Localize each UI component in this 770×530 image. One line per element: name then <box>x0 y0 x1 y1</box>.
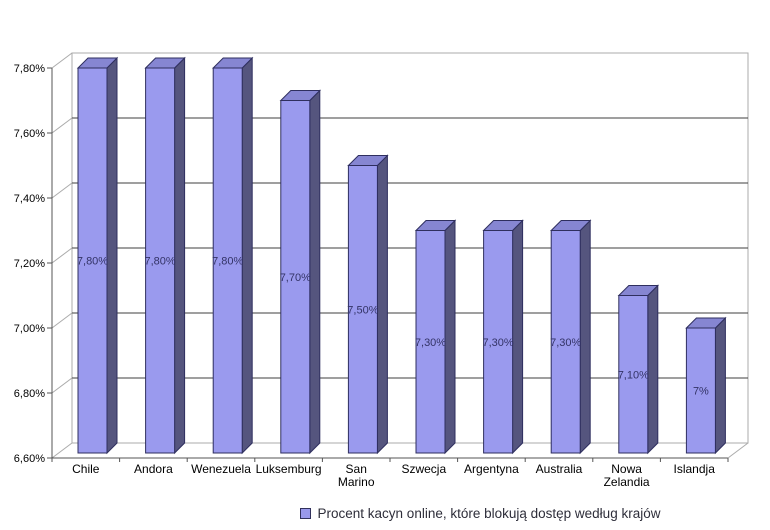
bar-front-face <box>483 230 514 454</box>
depth-connector-line <box>51 117 73 134</box>
bar-side-face <box>309 89 321 455</box>
x-axis-category-label: San Marino <box>338 462 375 489</box>
depth-connector-line <box>51 247 73 264</box>
y-axis-tick-label: 7,00% <box>14 323 45 335</box>
bar-side-face <box>106 56 118 455</box>
bar-front-face <box>77 67 108 454</box>
bar-side-face <box>241 56 253 455</box>
x-axis-category-label: Andora <box>134 462 173 476</box>
bar-side-face <box>647 284 659 455</box>
bar-front-face <box>685 327 716 454</box>
bar-front-face <box>347 165 378 454</box>
x-axis-category-label: Wenezuela <box>191 462 251 476</box>
bar-front-face <box>145 67 176 454</box>
bar-front-face <box>550 230 581 454</box>
bar-value-label: 7,80% <box>77 256 108 268</box>
depth-connector-line <box>51 377 73 394</box>
bar-value-label: 7% <box>693 386 709 398</box>
bar-front-face <box>280 100 311 454</box>
y-axis-tick-label: 6,60% <box>14 453 45 465</box>
y-axis-tick-label: 7,20% <box>14 258 45 270</box>
bar-value-label: 7,50% <box>347 304 378 316</box>
bar-side-face <box>376 154 388 455</box>
bar-value-label: 7,30% <box>482 337 513 349</box>
x-axis-category-label: Argentyna <box>464 462 519 476</box>
bar-side-face <box>444 219 456 455</box>
x-axis-category-label: Chile <box>72 462 100 476</box>
bar-value-label: 7,30% <box>415 337 446 349</box>
legend-marker-icon <box>299 507 311 519</box>
depth-connector-line <box>51 442 73 459</box>
x-axis-category-label: Luksemburg <box>256 462 322 476</box>
bar-chart: 7,80% 7,60% 7,40% 7,20% 7,00% 6,80% 6,60% 7,80%… <box>14 52 749 489</box>
bar-value-label: 7,80% <box>144 256 175 268</box>
bar-front-face <box>618 295 649 454</box>
legend-label: Procent kacyn online, które blokują dost… <box>317 505 661 521</box>
bar-value-label: 7,80% <box>212 256 243 268</box>
bar-side-face <box>714 316 726 455</box>
bar-value-label: 7,10% <box>618 369 649 381</box>
y-axis-tick-label: 7,80% <box>14 63 45 75</box>
floor-right-edge-line <box>727 442 749 459</box>
legend: Procent kacyn online, które blokują dost… <box>0 504 770 522</box>
x-axis-category-label: Szwecja <box>401 462 446 476</box>
depth-connector-line <box>51 312 73 329</box>
x-axis-category-label: Nowa Zelandia <box>604 462 650 489</box>
x-axis-category-label: Australia <box>536 462 583 476</box>
y-axis-tick-label: 7,40% <box>14 193 45 205</box>
x-axis-category-label: Islandja <box>674 462 716 476</box>
bar-value-label: 7,30% <box>550 337 581 349</box>
y-axis-tick-label: 6,80% <box>14 388 45 400</box>
bar-value-label: 7,70% <box>280 272 311 284</box>
bar-front-face <box>415 230 446 454</box>
bar-front-face <box>212 67 243 454</box>
y-axis-tick-label: 7,60% <box>14 128 45 140</box>
bar-side-face <box>512 219 524 455</box>
depth-connector-line <box>51 182 73 199</box>
bar-side-face <box>174 56 186 455</box>
depth-connector-line <box>51 52 73 69</box>
bar-side-face <box>579 219 591 455</box>
